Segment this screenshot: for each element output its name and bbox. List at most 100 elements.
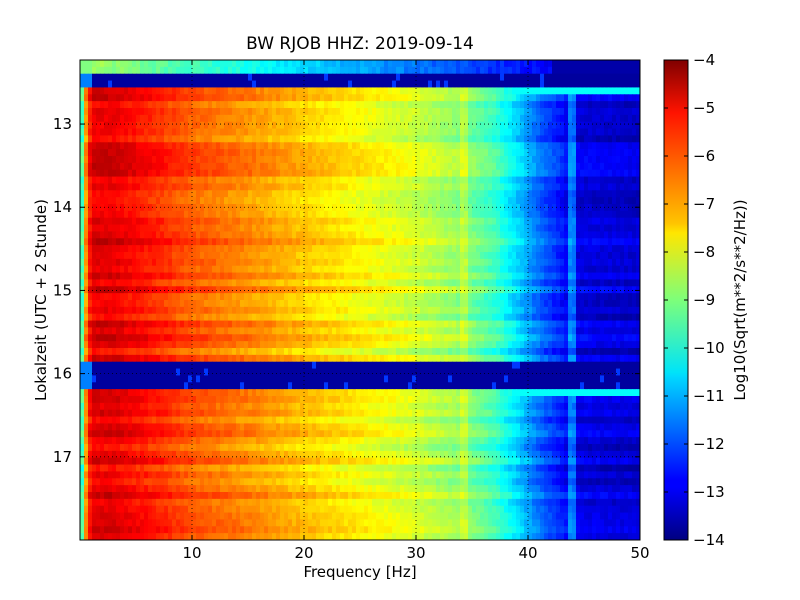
- spectrogram-cell: [208, 73, 213, 82]
- spectrogram-cell: [220, 217, 225, 226]
- spectrogram-cell: [292, 94, 297, 102]
- spectrogram-cell: [204, 162, 209, 171]
- spectrogram-cell: [164, 101, 169, 109]
- spectrogram-cell: [84, 258, 89, 267]
- spectrogram-cell: [316, 258, 321, 267]
- spectrogram-cell: [460, 169, 465, 178]
- spectrogram-cell: [356, 108, 361, 116]
- spectrogram-cell: [120, 238, 125, 246]
- spectrogram-cell: [556, 231, 561, 239]
- spectrogram-cell: [272, 60, 277, 68]
- spectrogram-cell: [584, 114, 589, 123]
- spectrogram-cell: [552, 272, 557, 280]
- spectrogram-cell: [448, 108, 453, 116]
- spectrogram-cell: [208, 87, 213, 95]
- spectrogram-cell: [468, 176, 473, 184]
- spectrogram-cell: [296, 204, 301, 212]
- spectrogram-cell: [88, 149, 93, 157]
- spectrogram-cell: [464, 210, 469, 219]
- spectrogram-cell: [432, 293, 437, 301]
- spectrogram-cell: [204, 300, 209, 308]
- spectrogram-cell: [480, 245, 485, 253]
- spectrogram-cell: [96, 286, 101, 294]
- spectrogram-cell: [400, 238, 405, 246]
- spectrogram-cell: [444, 217, 449, 226]
- spectrogram-cell: [424, 238, 429, 246]
- spectrogram-cell: [272, 94, 277, 102]
- spectrogram-cell: [128, 258, 133, 267]
- spectrogram-cell: [172, 101, 177, 109]
- spectrogram-cell: [292, 204, 297, 212]
- spectrogram-cell: [480, 279, 485, 287]
- spectrogram-cell: [128, 101, 133, 109]
- spectrogram-cell: [536, 156, 541, 164]
- spectrogram-cell: [592, 114, 597, 123]
- spectrogram-cell: [124, 279, 129, 287]
- spectrogram-cell: [380, 128, 385, 136]
- spectrogram-cell: [344, 66, 349, 75]
- spectrogram-cell: [392, 183, 397, 191]
- spectrogram-cell: [340, 80, 345, 88]
- spectrogram-cell: [132, 197, 137, 205]
- spectrogram-cell: [352, 293, 357, 301]
- spectrogram-cell: [192, 73, 197, 82]
- spectrogram-cell: [260, 149, 265, 157]
- spectrogram-cell: [292, 108, 297, 116]
- spectrogram-cell: [240, 156, 245, 164]
- spectrogram-cell: [548, 114, 553, 123]
- spectrogram-cell: [252, 258, 257, 267]
- spectrogram-cell: [120, 121, 125, 130]
- spectrogram-cell: [348, 210, 353, 219]
- spectrogram-cell: [612, 224, 617, 232]
- spectrogram-cell: [500, 293, 505, 301]
- spectrogram-cell: [536, 149, 541, 157]
- spectrogram-cell: [352, 265, 357, 274]
- chart-title: BW RJOB HHZ: 2019-09-14: [246, 34, 474, 54]
- spectrogram-cell: [420, 135, 425, 143]
- spectrogram-cell: [584, 135, 589, 143]
- spectrogram-cell: [320, 293, 325, 301]
- spectrogram-cell: [580, 231, 585, 239]
- spectrogram-cell: [152, 135, 157, 143]
- spectrogram-cell: [524, 272, 529, 280]
- spectrogram-cell: [128, 252, 133, 260]
- spectrogram-cell: [620, 197, 625, 205]
- spectrogram-cell: [436, 114, 441, 123]
- spectrogram-cell: [84, 121, 89, 130]
- spectrogram-cell: [236, 94, 241, 102]
- spectrogram-cell: [396, 128, 401, 136]
- spectrogram-cell: [136, 265, 141, 274]
- spectrogram-cell: [544, 272, 549, 280]
- spectrogram-cell: [512, 101, 517, 109]
- spectrogram-cell: [332, 60, 337, 68]
- spectrogram-cell: [608, 94, 613, 102]
- spectrogram-cell: [420, 108, 425, 116]
- spectrogram-cell: [96, 300, 101, 308]
- spectrogram-cell: [336, 128, 341, 136]
- spectrogram-cell: [468, 94, 473, 102]
- spectrogram-cell: [292, 156, 297, 164]
- spectrogram-cell: [608, 252, 613, 260]
- spectrogram-cell: [148, 149, 153, 157]
- spectrogram-cell: [572, 272, 577, 280]
- spectrogram-cell: [316, 80, 321, 88]
- spectrogram-cell: [464, 142, 469, 150]
- spectrogram-cell: [220, 190, 225, 198]
- spectrogram-cell: [228, 149, 233, 157]
- spectrogram-cell: [188, 265, 193, 274]
- spectrogram-cell: [228, 279, 233, 287]
- spectrogram-cell: [340, 176, 345, 184]
- spectrogram-cell: [252, 231, 257, 239]
- spectrogram-cell: [172, 279, 177, 287]
- spectrogram-cell: [180, 108, 185, 116]
- spectrogram-cell: [160, 135, 165, 143]
- spectrogram-cell: [612, 176, 617, 184]
- spectrogram-cell: [224, 238, 229, 246]
- spectrogram-cell: [396, 300, 401, 308]
- spectrogram-cell: [436, 149, 441, 157]
- spectrogram-cell: [628, 135, 633, 143]
- spectrogram-cell: [532, 204, 537, 212]
- spectrogram-cell: [368, 238, 373, 246]
- spectrogram-cell: [120, 224, 125, 232]
- spectrogram-cell: [412, 128, 417, 136]
